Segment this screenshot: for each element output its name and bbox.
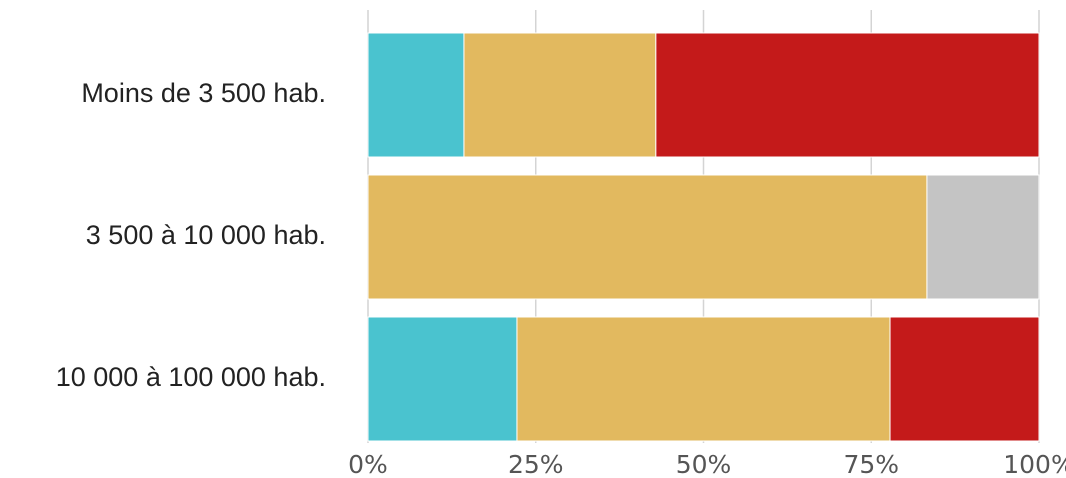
bar-segment-2-0 [367,316,518,442]
x-tick-label-1: 25% [508,450,564,478]
bar-segment-1-1 [367,174,928,300]
x-tick-label-0: 0% [348,450,388,478]
x-tick-label-3: 75% [843,450,899,478]
x-tick-label-4: 100% [1003,450,1066,478]
bar-segment-0-0 [367,32,465,158]
category-label-2: 10 000 à 100 000 hab. [56,362,326,392]
category-label-0: Moins de 3 500 hab. [81,78,326,108]
bar-segment-0-1 [463,32,657,158]
bar-segment-2-1 [516,316,891,442]
bar-segment-1-3 [926,174,1040,300]
bar-segment-0-2 [655,32,1040,158]
x-tick-label-2: 50% [676,450,732,478]
bar-segment-2-2 [889,316,1040,442]
bars [367,32,1040,442]
category-labels: Moins de 3 500 hab. 3 500 à 10 000 hab. 10… [56,78,326,392]
category-label-1: 3 500 à 10 000 hab. [86,220,326,250]
x-axis-ticks: 0% 25% 50% 75% 100% [348,450,1066,478]
